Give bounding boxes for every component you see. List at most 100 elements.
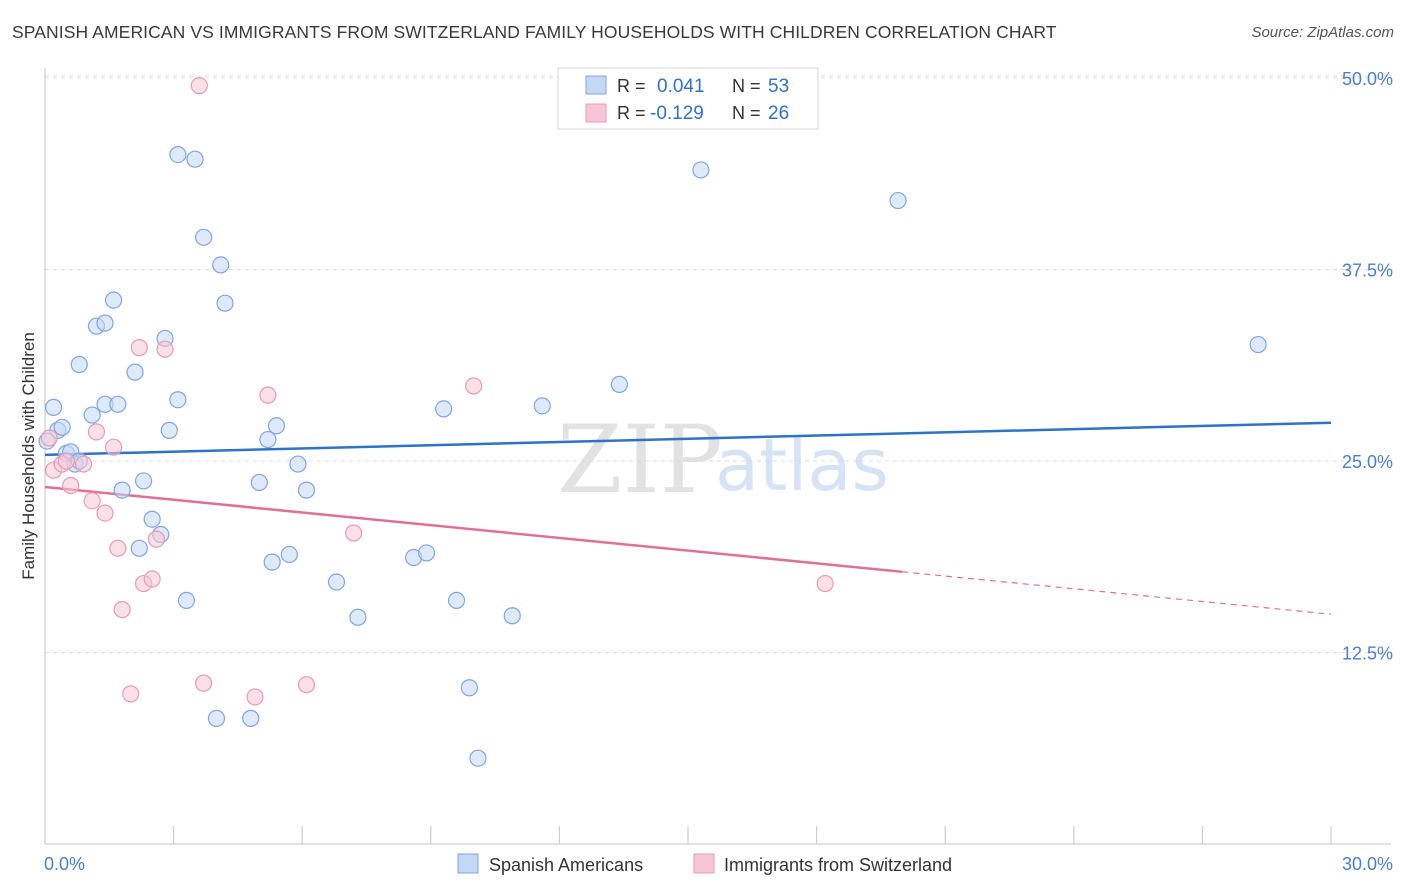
legend-bottom-label-pink: Immigrants from Switzerland xyxy=(724,855,952,875)
point-blue xyxy=(216,294,234,312)
point-blue xyxy=(280,545,298,564)
point-pink xyxy=(122,685,140,703)
legend-n-value-blue: 53 xyxy=(768,76,789,97)
point-blue xyxy=(263,553,281,571)
y-axis-label: Family Households with Children xyxy=(19,332,38,580)
point-blue xyxy=(1249,335,1267,354)
point-blue xyxy=(169,391,187,409)
point-pink xyxy=(62,476,80,495)
point-blue xyxy=(44,398,63,416)
point-blue xyxy=(160,421,178,439)
point-blue xyxy=(447,591,466,610)
point-blue xyxy=(186,150,204,168)
point-blue xyxy=(469,749,487,767)
point-blue xyxy=(134,472,153,490)
trend-lines xyxy=(44,421,1332,615)
legend-n-label-blue: N = xyxy=(732,76,761,96)
axes xyxy=(44,68,1391,845)
legend-n-value-pink: 26 xyxy=(768,103,789,124)
legend-swatch-blue xyxy=(585,75,607,95)
legend-r-label-pink: R = xyxy=(617,103,646,123)
point-blue xyxy=(435,400,453,418)
point-blue xyxy=(96,314,114,332)
point-pink xyxy=(96,504,114,522)
point-pink xyxy=(297,676,316,694)
point-pink xyxy=(40,429,58,447)
point-pink xyxy=(143,570,161,588)
x-tick-label-max: 30.0% xyxy=(1342,854,1393,874)
point-blue xyxy=(417,544,436,562)
legend-bottom-swatch-pink xyxy=(693,853,715,874)
point-blue xyxy=(692,161,710,179)
data-points xyxy=(38,77,1267,767)
point-pink xyxy=(345,524,363,542)
point-blue xyxy=(195,228,213,246)
point-pink xyxy=(259,386,277,404)
point-blue xyxy=(143,510,161,528)
legend-n-label-pink: N = xyxy=(732,103,761,123)
legend-top: R = 0.041 N = 53 R = -0.129 N = 26 xyxy=(557,67,819,130)
point-pink xyxy=(74,455,93,473)
point-blue xyxy=(126,363,144,381)
point-pink xyxy=(195,674,213,692)
point-pink xyxy=(190,77,208,95)
legend-r-value-pink: -0.129 xyxy=(650,103,704,124)
watermark: ZIP atlas xyxy=(557,406,889,515)
tick-labels: 12.5% 25.0% 37.5% 50.0% 0.0% 30.0% xyxy=(44,69,1393,874)
point-blue xyxy=(349,608,367,626)
point-blue xyxy=(104,291,123,309)
point-pink xyxy=(113,601,131,619)
legend-bottom-swatch-blue xyxy=(457,853,479,874)
legend-bottom: Spanish Americans Immigrants from Switze… xyxy=(457,853,952,875)
point-pink xyxy=(109,539,127,557)
point-blue xyxy=(53,418,71,436)
trend-line-blue xyxy=(44,421,1332,457)
point-blue xyxy=(177,591,196,610)
y-tick-label: 50.0% xyxy=(1342,69,1393,89)
y-tick-label: 37.5% xyxy=(1342,261,1393,281)
point-pink xyxy=(246,688,264,706)
point-blue xyxy=(250,473,268,492)
point-blue xyxy=(610,375,629,393)
point-blue xyxy=(242,709,260,727)
point-blue xyxy=(460,679,478,697)
point-blue xyxy=(130,539,148,557)
gridlines xyxy=(45,75,1391,653)
x-tick-label-min: 0.0% xyxy=(44,854,85,874)
legend-r-label-blue: R = xyxy=(617,76,646,96)
legend-swatch-pink xyxy=(585,103,607,123)
trend-line-pink xyxy=(44,485,903,574)
point-blue xyxy=(113,481,131,499)
y-tick-label: 25.0% xyxy=(1342,452,1393,472)
point-pink xyxy=(57,452,76,470)
point-blue xyxy=(297,481,316,499)
legend-r-value-blue: 0.041 xyxy=(657,76,705,97)
point-pink xyxy=(104,438,123,456)
point-pink xyxy=(87,423,106,441)
point-blue xyxy=(503,607,521,625)
point-pink xyxy=(83,492,101,510)
point-blue xyxy=(70,355,88,374)
point-pink xyxy=(156,340,174,358)
point-pink xyxy=(130,339,148,357)
source-credit: Source: ZipAtlas.com xyxy=(1251,24,1394,41)
point-blue xyxy=(83,406,101,424)
point-pink xyxy=(465,377,483,395)
watermark-zip: ZIP xyxy=(557,406,723,515)
point-blue xyxy=(267,417,286,435)
point-blue xyxy=(533,397,551,415)
point-blue xyxy=(327,573,346,591)
point-blue xyxy=(109,395,127,413)
point-blue xyxy=(889,191,907,210)
point-blue xyxy=(169,146,187,164)
point-pink xyxy=(147,530,166,548)
point-blue xyxy=(289,455,307,473)
y-tick-label: 12.5% xyxy=(1342,644,1393,664)
point-blue xyxy=(212,256,230,274)
point-blue xyxy=(207,709,226,727)
chart-title: SPANISH AMERICAN VS IMMIGRANTS FROM SWIT… xyxy=(12,22,1057,42)
point-pink xyxy=(816,574,834,593)
trend-line-pink-extension xyxy=(902,571,1332,615)
point-blue xyxy=(259,430,277,449)
